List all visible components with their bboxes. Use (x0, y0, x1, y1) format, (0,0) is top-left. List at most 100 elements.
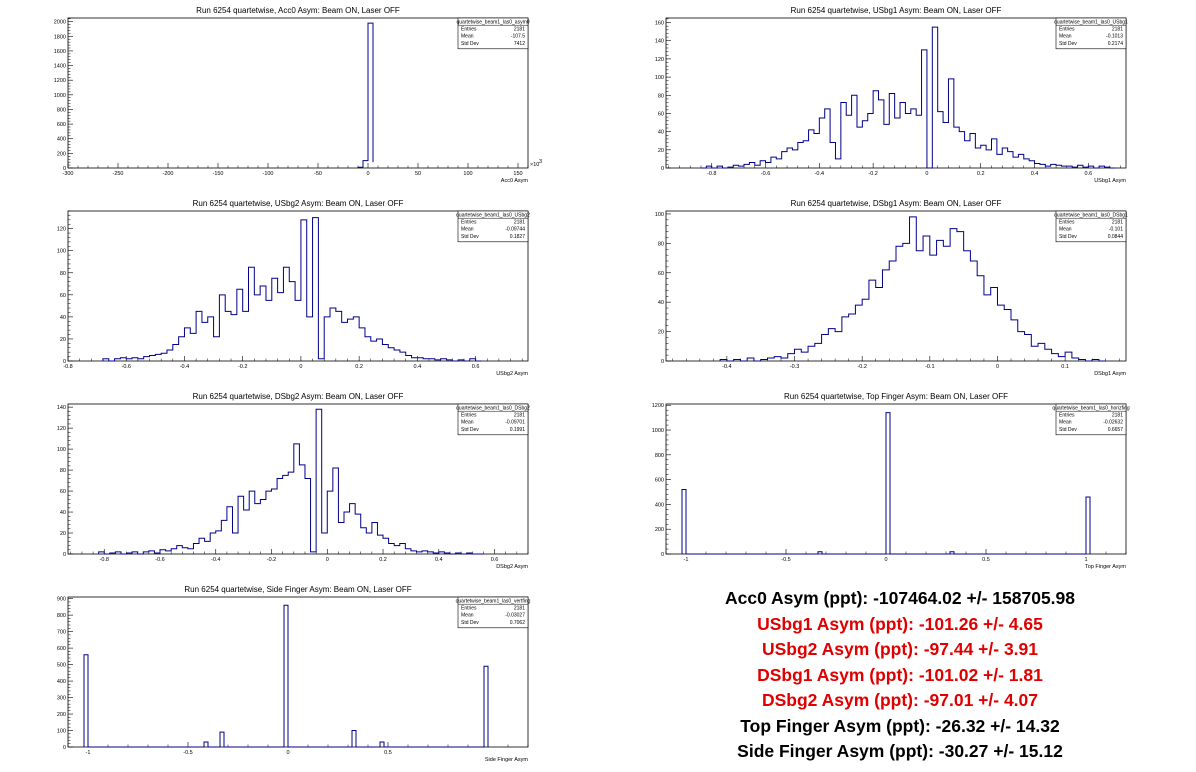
histogram-bin (852, 95, 857, 168)
histogram-bin (342, 322, 348, 361)
histogram-bin (835, 159, 840, 168)
histogram-bin (809, 130, 814, 168)
x-tick-label: 0.6 (491, 557, 499, 563)
histogram-bin (943, 123, 948, 168)
y-tick-label: 800 (655, 453, 664, 459)
y-tick-label: 20 (658, 330, 664, 336)
histogram-bin (984, 295, 991, 361)
histogram-bin (177, 546, 183, 554)
histogram-bin (202, 322, 208, 361)
histogram-bin (338, 523, 344, 554)
histogram-bin (359, 328, 365, 361)
stats-key: Std Dev (1059, 234, 1077, 240)
y-tick-label: 200 (57, 151, 66, 157)
y-tick-label: 120 (655, 57, 664, 63)
chart-title: Run 6254 quartetwise, Acc0 Asym: Beam ON… (196, 6, 400, 15)
histogram-bin (260, 499, 266, 554)
histogram-bin (882, 270, 889, 361)
histogram-bin (1038, 343, 1045, 361)
histogram-bin (363, 161, 368, 168)
y-tick-label: 800 (57, 613, 66, 619)
histogram-bin (227, 507, 233, 554)
x-tick-label: 0 (299, 364, 302, 370)
summary-line-top-finger: Top Finger Asym (ppt): -26.32 +/- 14.32 (740, 715, 1060, 736)
plot-frame (67, 403, 529, 555)
histogram-bin (760, 161, 765, 168)
histogram-bin (266, 300, 272, 361)
histogram-bin (313, 218, 319, 361)
histogram-outline (83, 604, 489, 748)
histogram-bin (782, 152, 787, 168)
histogram-bin (380, 742, 384, 747)
histogram-usbg2-asym: Run 6254 quartetwise, USbg2 Asym: Beam O… (0, 193, 598, 386)
y-tick-label: 100 (57, 447, 66, 453)
histogram-bin (249, 491, 255, 554)
histogram-bin (846, 115, 851, 168)
x-tick-label: 0.2 (355, 364, 363, 370)
stats-value: 0.1991 (510, 427, 526, 433)
histogram-bin (825, 109, 830, 168)
y-tick-label: 1200 (652, 403, 664, 409)
stats-key: Mean (461, 613, 474, 619)
histogram-bin (84, 655, 88, 747)
histogram-bin (214, 337, 220, 361)
histogram-bin (857, 127, 862, 168)
y-tick-label: 40 (60, 315, 66, 321)
histogram-bin (1035, 163, 1040, 168)
y-tick-label: 20 (658, 148, 664, 154)
stats-key: Mean (1059, 227, 1072, 233)
histogram-bin (160, 550, 166, 554)
x-tick-label: -0.3 (790, 364, 799, 370)
stats-box-name: quartetwise_beam1_las0_vertfing (456, 598, 531, 604)
histogram-bin (377, 339, 383, 361)
histogram-bin (288, 472, 294, 554)
histogram-bin (943, 246, 950, 361)
x-tick-label: -200 (162, 171, 173, 177)
histogram-bin (1058, 357, 1065, 361)
stats-box-frame (457, 17, 529, 50)
histogram-bin (923, 236, 930, 361)
histogram-bin (950, 229, 957, 361)
histogram-usbg1-asym: Run 6254 quartetwise, USbg1 Asym: Beam O… (598, 0, 1196, 193)
histogram-bin (991, 287, 998, 361)
x-tick-label: -0.2 (267, 557, 276, 563)
histogram-outline (719, 216, 1106, 362)
histogram-bin (1065, 352, 1072, 361)
stats-value: 0.6657 (1108, 427, 1124, 433)
histogram-bin (965, 141, 970, 168)
histogram-bin (792, 150, 797, 168)
x-tick-label: 0.5 (982, 557, 990, 563)
histogram-bin (1029, 161, 1034, 168)
y-tick-label: 800 (57, 107, 66, 113)
stats-value: 2181 (514, 413, 525, 419)
histogram-bin (167, 350, 173, 361)
y-tick-label: 0 (63, 166, 66, 172)
x-tick-label: 0.4 (1031, 171, 1039, 177)
x-tick-label: 0 (286, 750, 289, 756)
histogram-bin (307, 317, 313, 361)
histogram-bin (749, 163, 754, 168)
histogram-bin (330, 308, 336, 361)
y-tick-label: 1600 (54, 49, 66, 55)
y-tick-label: 120 (57, 227, 66, 233)
x-axis-label: Top Finger Asym (1085, 564, 1126, 570)
histogram-bin (795, 349, 802, 361)
histogram-outline (681, 412, 1091, 555)
x-tick-label: -0.2 (868, 171, 877, 177)
x-tick-label: -0.8 (707, 171, 716, 177)
x-tick-label: 0 (996, 364, 999, 370)
histogram-bin (336, 311, 342, 361)
histogram-bin (295, 300, 301, 361)
y-tick-label: 1800 (54, 34, 66, 40)
stats-box-frame (1055, 210, 1127, 243)
stats-value: -0.1013 (1106, 34, 1123, 40)
x-axis-label: DSbg1 Asym (1094, 371, 1126, 377)
histogram-bin (184, 328, 190, 361)
y-tick-label: 120 (57, 426, 66, 432)
x-tick-label: -1 (86, 750, 91, 756)
histogram-bin (803, 141, 808, 168)
stats-key: Entries (1059, 27, 1075, 33)
histogram-bin (366, 533, 372, 554)
summary-line-side-finger: Side Finger Asym (ppt): -30.27 +/- 15.12 (737, 741, 1063, 761)
stats-key: Std Dev (461, 41, 479, 47)
